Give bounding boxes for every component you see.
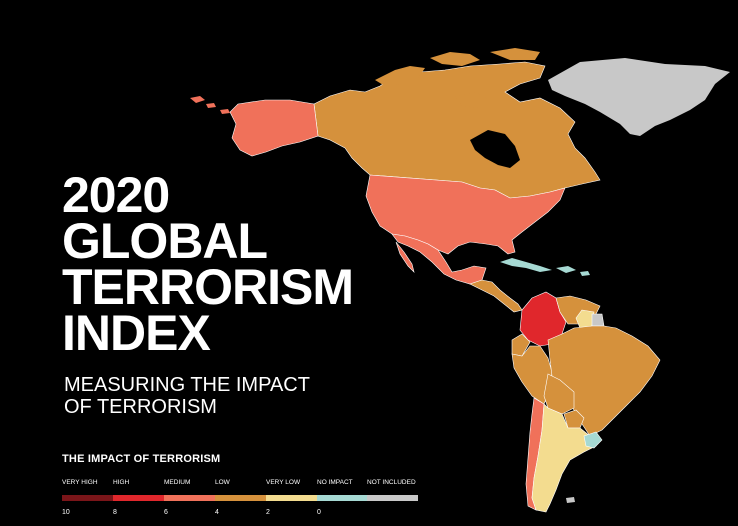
region-argentina xyxy=(531,403,597,513)
title-line-1: 2020 xyxy=(62,167,170,223)
region-cuba xyxy=(500,258,552,272)
legend-scale-8: 8 xyxy=(113,509,117,516)
region-falkland xyxy=(566,497,575,503)
title-line-3: TERRORISM xyxy=(62,259,354,315)
impact-legend: THE IMPACT OF TERRORISM VERY HIGH HIGH M… xyxy=(62,453,418,519)
region-alaska xyxy=(229,99,319,157)
region-bolivia xyxy=(543,373,575,415)
legend-color-bar xyxy=(62,495,418,501)
hudson-bay xyxy=(470,130,520,168)
legend-swatch-no-impact xyxy=(317,495,367,501)
legend-label-very-high: VERY HIGH xyxy=(62,479,98,486)
region-mexico xyxy=(391,233,487,285)
legend-label-medium: MEDIUM xyxy=(164,479,191,486)
legend-swatch-high xyxy=(113,495,164,501)
subtitle-line-2: OF TERRORISM xyxy=(64,396,217,418)
region-uruguay xyxy=(583,431,603,449)
region-central-america xyxy=(469,279,523,313)
region-caribbean xyxy=(556,266,590,276)
legend-swatch-not-included xyxy=(367,495,418,501)
legend-scale-2: 2 xyxy=(266,509,270,516)
legend-scale-6: 6 xyxy=(164,509,168,516)
region-greenland xyxy=(548,58,730,136)
region-paraguay xyxy=(563,409,585,429)
report-subtitle: MEASURING THE IMPACT OF TERRORISM xyxy=(64,374,310,418)
subtitle-line-1: MEASURING THE IMPACT xyxy=(64,374,310,396)
legend-swatch-medium xyxy=(164,495,215,501)
region-baja xyxy=(395,241,415,273)
region-canada-islands xyxy=(375,48,540,108)
legend-swatch-very-low xyxy=(266,495,317,501)
region-ecuador xyxy=(511,333,531,357)
legend-title: THE IMPACT OF TERRORISM xyxy=(62,453,221,465)
region-suriname xyxy=(591,313,605,327)
legend-scale-10: 10 xyxy=(62,509,70,516)
legend-scale: 10 8 6 4 2 0 xyxy=(62,509,418,519)
legend-categories: VERY HIGH HIGH MEDIUM LOW VERY LOW NO IM… xyxy=(62,479,418,491)
legend-scale-4: 4 xyxy=(215,509,219,516)
legend-swatch-low xyxy=(215,495,266,501)
report-title: 2020 GLOBAL TERRORISM INDEX xyxy=(62,167,354,361)
legend-label-very-low: VERY LOW xyxy=(266,479,301,486)
title-line-4: INDEX xyxy=(62,305,211,361)
title-line-2: GLOBAL xyxy=(62,213,268,269)
legend-label-no-impact: NO IMPACT xyxy=(317,479,353,486)
aleutian-islands xyxy=(190,96,230,114)
region-brazil xyxy=(547,325,661,437)
legend-swatch-very-high xyxy=(62,495,113,501)
legend-label-not-included: NOT INCLUDED xyxy=(367,479,416,486)
legend-scale-0: 0 xyxy=(317,509,321,516)
legend-label-high: HIGH xyxy=(113,479,130,486)
legend-label-low: LOW xyxy=(215,479,230,486)
